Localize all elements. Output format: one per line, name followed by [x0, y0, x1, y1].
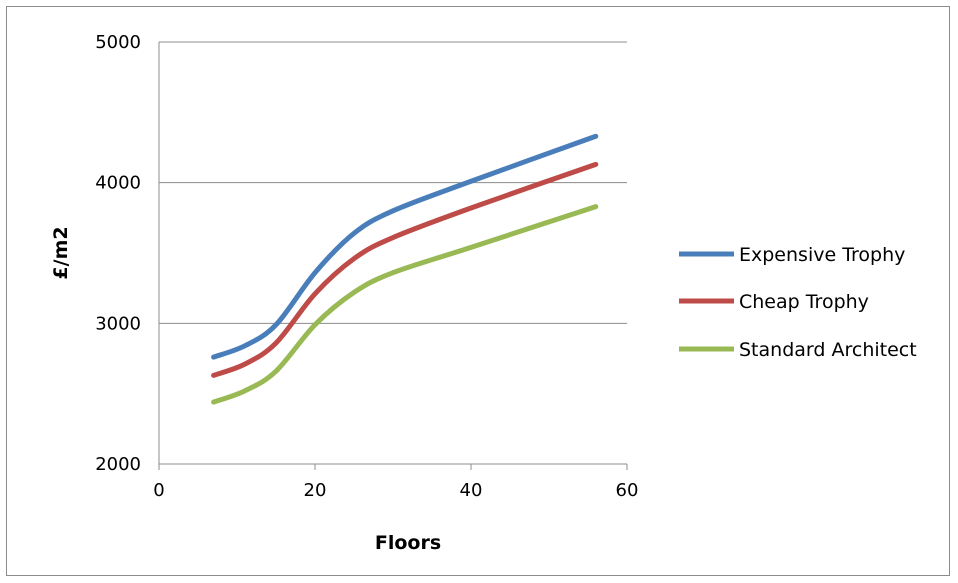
legend-label-cheap-trophy: Cheap Trophy	[739, 291, 869, 313]
y-tick-labels: 2000 3000 4000 5000	[95, 32, 141, 475]
y-tick-2000: 2000	[95, 454, 141, 475]
gridlines	[159, 41, 627, 465]
x-tick-0: 0	[153, 480, 164, 501]
legend-label-expensive-trophy: Expensive Trophy	[739, 244, 905, 266]
series-line-standard-architect	[211, 204, 599, 405]
x-tick-40: 40	[460, 480, 483, 501]
x-tick-60: 60	[616, 480, 639, 501]
chart-frame	[6, 6, 950, 576]
x-tick-20: 20	[304, 480, 327, 501]
series-line-cheap-trophy	[211, 161, 599, 378]
y-tick-5000: 5000	[95, 32, 141, 53]
x-axis-title: Floors	[375, 532, 441, 554]
x-tick-labels: 0 20 40 60	[153, 480, 638, 501]
y-tick-3000: 3000	[95, 313, 141, 334]
series-lines	[211, 133, 599, 405]
y-axis-title: £/m2	[50, 226, 72, 279]
y-tick-4000: 4000	[95, 173, 141, 194]
axes	[158, 42, 628, 470]
legend: Expensive Trophy Cheap Trophy Standard Arc…	[679, 244, 917, 361]
legend-label-standard-architect: Standard Architect	[739, 339, 917, 361]
series-line-expensive-trophy	[211, 133, 599, 360]
